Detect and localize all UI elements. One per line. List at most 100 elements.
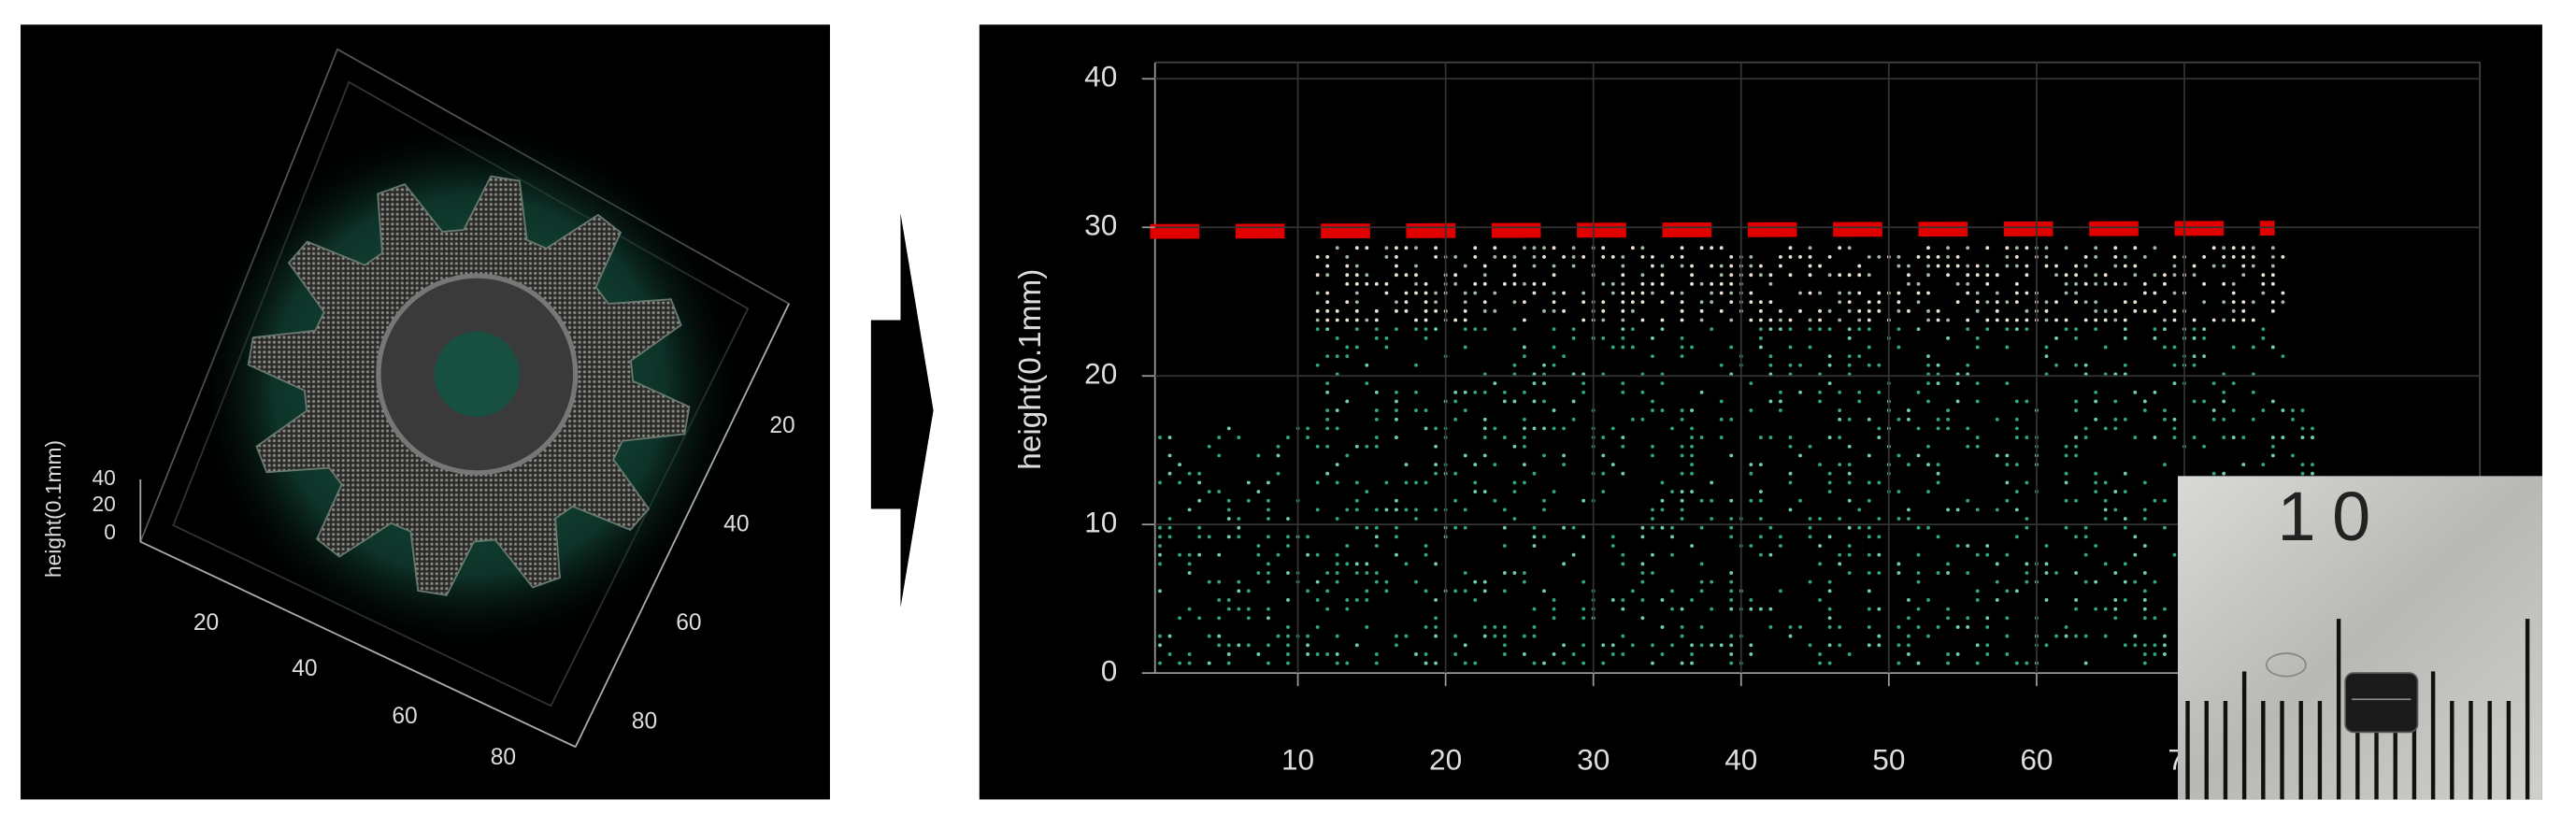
point bbox=[2163, 417, 2167, 422]
point bbox=[1522, 300, 1526, 305]
point bbox=[1374, 318, 1379, 322]
point bbox=[2202, 336, 2207, 340]
point bbox=[2202, 399, 2207, 404]
point bbox=[1306, 436, 1310, 440]
point bbox=[1532, 525, 1537, 530]
point bbox=[1867, 552, 1871, 557]
point bbox=[1463, 327, 1467, 332]
point bbox=[1966, 273, 1970, 278]
point bbox=[1394, 436, 1398, 440]
point bbox=[1365, 562, 1369, 566]
point bbox=[1640, 616, 1645, 621]
point bbox=[1788, 327, 1793, 332]
point bbox=[2025, 246, 2029, 250]
point bbox=[1867, 318, 1871, 322]
point bbox=[1896, 300, 1901, 305]
point bbox=[2123, 327, 2127, 332]
point bbox=[1601, 300, 1606, 305]
point bbox=[1335, 552, 1339, 557]
point bbox=[1306, 535, 1310, 539]
point bbox=[1966, 498, 1970, 503]
point bbox=[1630, 246, 1635, 250]
point bbox=[2163, 281, 2167, 286]
point bbox=[1493, 381, 1497, 386]
point bbox=[2222, 300, 2226, 305]
point bbox=[1207, 661, 1211, 665]
point bbox=[1838, 417, 1842, 422]
point bbox=[2005, 246, 2010, 250]
point bbox=[2270, 264, 2275, 268]
photo-mark bbox=[2265, 652, 2307, 678]
point bbox=[1660, 281, 1665, 286]
point bbox=[1936, 264, 1940, 268]
point bbox=[1630, 417, 1635, 422]
point bbox=[1838, 643, 1842, 648]
point bbox=[1246, 643, 1251, 648]
point bbox=[2074, 607, 2079, 611]
point bbox=[1621, 264, 1625, 268]
point bbox=[1404, 562, 1409, 566]
point bbox=[1867, 498, 1871, 503]
point bbox=[1354, 525, 1359, 530]
point bbox=[1562, 354, 1567, 359]
point bbox=[1680, 444, 1684, 449]
point bbox=[1985, 652, 1990, 656]
point bbox=[2014, 327, 2019, 332]
point bbox=[1966, 544, 1970, 548]
point bbox=[2074, 327, 2079, 332]
point bbox=[2163, 408, 2167, 413]
point bbox=[2083, 281, 2088, 286]
point bbox=[2222, 246, 2226, 250]
point bbox=[1482, 327, 1487, 332]
point bbox=[2103, 517, 2108, 521]
point bbox=[1975, 444, 1980, 449]
point bbox=[2142, 652, 2147, 656]
point bbox=[1975, 308, 1980, 313]
point bbox=[1690, 544, 1695, 548]
point bbox=[1374, 308, 1379, 313]
point bbox=[2281, 408, 2285, 413]
point bbox=[1345, 453, 1350, 458]
point bbox=[1729, 254, 1734, 259]
point bbox=[1581, 616, 1586, 621]
point bbox=[1286, 661, 1290, 665]
point bbox=[2074, 264, 2079, 268]
point bbox=[2074, 634, 2079, 638]
point bbox=[1975, 300, 1980, 305]
point bbox=[1552, 327, 1556, 332]
point bbox=[2172, 363, 2177, 367]
point bbox=[1621, 336, 1625, 340]
point bbox=[1946, 661, 1951, 665]
point bbox=[2261, 281, 2266, 286]
point bbox=[2142, 291, 2147, 295]
point bbox=[1907, 643, 1911, 648]
point bbox=[2083, 426, 2088, 431]
point bbox=[2083, 552, 2088, 557]
point bbox=[1749, 607, 1753, 611]
point bbox=[2113, 598, 2118, 602]
point bbox=[1374, 544, 1379, 548]
point bbox=[1946, 273, 1951, 278]
point bbox=[2291, 417, 2295, 422]
point bbox=[1827, 480, 1832, 485]
point bbox=[2163, 498, 2167, 503]
point bbox=[1838, 291, 1842, 295]
point bbox=[1453, 471, 1458, 476]
point bbox=[1512, 254, 1517, 259]
point bbox=[2044, 643, 2049, 648]
point bbox=[1325, 408, 1330, 413]
point bbox=[1877, 607, 1882, 611]
point bbox=[2133, 643, 2138, 648]
point bbox=[1601, 436, 1606, 440]
point bbox=[2163, 652, 2167, 656]
point bbox=[1926, 598, 1930, 602]
point bbox=[1966, 327, 1970, 332]
height-threshold-line bbox=[1150, 221, 2275, 239]
point bbox=[2231, 254, 2236, 259]
photo-background bbox=[2177, 476, 2542, 800]
point bbox=[2014, 254, 2019, 259]
point bbox=[2261, 463, 2266, 467]
point bbox=[1710, 607, 1714, 611]
point bbox=[2083, 535, 2088, 539]
